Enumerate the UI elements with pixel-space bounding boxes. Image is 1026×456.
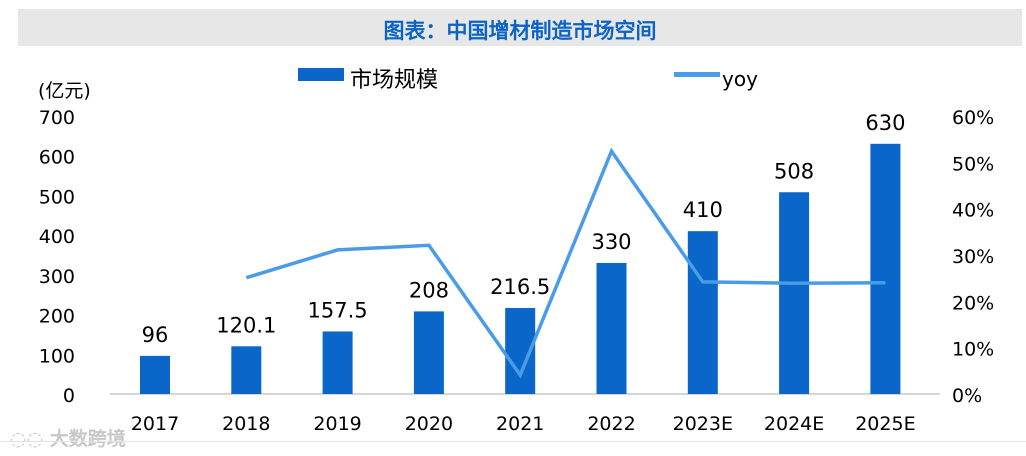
data-label: 216.5	[490, 275, 550, 299]
x-tick-label: 2020	[405, 413, 453, 435]
bar	[413, 311, 444, 394]
bar	[779, 192, 810, 394]
y-tick-label: 0	[63, 385, 75, 407]
bar	[140, 355, 170, 394]
bar	[322, 331, 353, 394]
bar	[687, 231, 718, 394]
title-bar: 图表：中国增材制造市场空间	[18, 9, 1022, 46]
yoy-line	[245, 147, 886, 379]
chart-title: 图表：中国增材制造市场空间	[383, 19, 657, 43]
legend-label-bar: 市场规模	[350, 68, 438, 93]
bar	[231, 346, 262, 394]
x-tick-label: 2019	[313, 413, 361, 435]
legend-label-line: yoy	[722, 67, 758, 91]
y-tick-label: 400	[39, 226, 75, 248]
y-tick-label: 500	[39, 186, 75, 208]
y2-tick-label: 20%	[952, 292, 994, 314]
x-tick-label: 2024E	[764, 413, 824, 435]
watermark-logo: ◌◌ 大数跨境	[10, 428, 126, 450]
x-tick-label: 2018	[222, 413, 270, 435]
y2-tick-label: 40%	[952, 200, 994, 222]
data-label: 96	[142, 323, 169, 347]
legend-swatch-bar	[298, 68, 344, 81]
y2-tick-label: 30%	[952, 246, 994, 268]
y-tick-label: 600	[39, 147, 75, 169]
bar	[870, 143, 901, 394]
data-label: 508	[774, 159, 814, 183]
y-tick-label: 200	[39, 306, 75, 328]
data-label: 630	[865, 111, 905, 135]
x-tick-label: 2025E	[855, 413, 915, 435]
data-label: 208	[409, 278, 449, 302]
y2-tick-label: 60%	[952, 107, 994, 129]
y-tick-label: 100	[39, 345, 75, 367]
watermark-text: 大数跨境	[49, 428, 126, 450]
data-label: 120.1	[216, 313, 276, 337]
data-label: 157.5	[308, 298, 368, 322]
y2-tick-label: 0%	[952, 385, 982, 407]
y2-tick-label: 50%	[952, 153, 994, 175]
y2-tick-label: 10%	[952, 339, 994, 361]
x-tick-label: 2022	[587, 413, 635, 435]
bar	[596, 262, 627, 394]
y-tick-label: 700	[39, 107, 75, 129]
data-label: 330	[591, 230, 631, 254]
data-label: 410	[683, 198, 723, 222]
divider	[0, 441, 1026, 442]
x-tick-label: 2017	[131, 413, 179, 435]
y-tick-label: 300	[39, 266, 75, 288]
x-tick-label: 2021	[496, 413, 544, 435]
legend-swatch-line	[674, 72, 720, 77]
x-tick-label: 2023E	[673, 413, 733, 435]
y-axis-label: (亿元)	[38, 80, 91, 102]
